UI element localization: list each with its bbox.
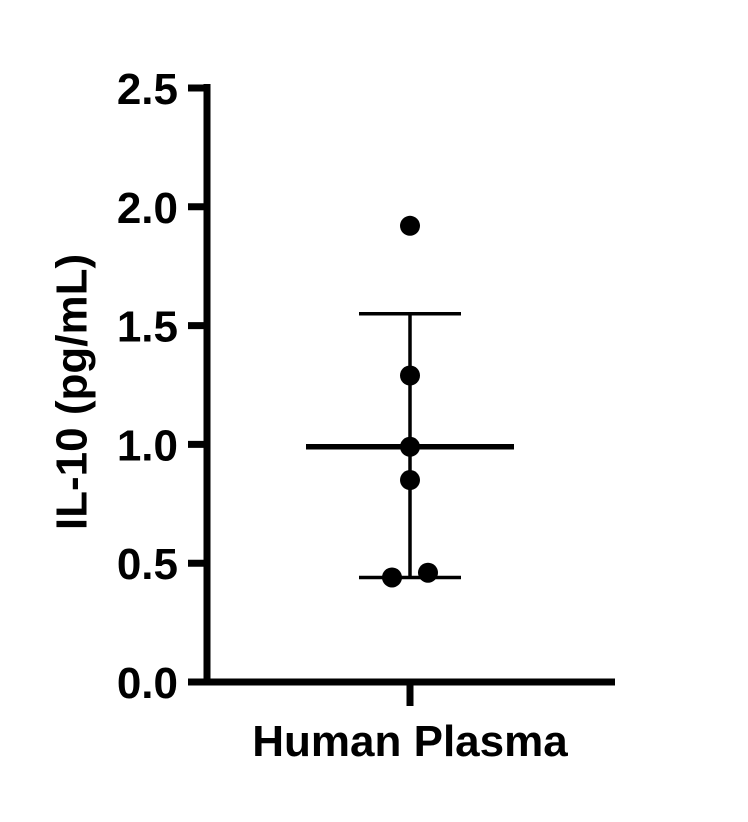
y-tick-label: 2.0 — [117, 184, 178, 233]
y-tick-label: 1.5 — [117, 303, 178, 352]
y-tick-label: 0.0 — [117, 659, 178, 708]
y-axis-title: IL-10 (pg/mL) — [48, 254, 97, 530]
data-point — [418, 562, 438, 583]
data-point — [400, 470, 420, 491]
y-tick-label: 2.5 — [117, 65, 178, 114]
data-point — [400, 215, 420, 236]
data-point — [400, 436, 420, 457]
x-category-label: Human Plasma — [252, 717, 568, 766]
y-tick-label: 1.0 — [117, 421, 178, 470]
data-point — [382, 567, 402, 588]
data-point — [400, 365, 420, 386]
axis-ticks: 0.0 0.5 1.0 1.5 2.0 2.5 — [117, 65, 414, 708]
y-tick-label: 0.5 — [117, 540, 178, 589]
data-points — [382, 215, 438, 588]
